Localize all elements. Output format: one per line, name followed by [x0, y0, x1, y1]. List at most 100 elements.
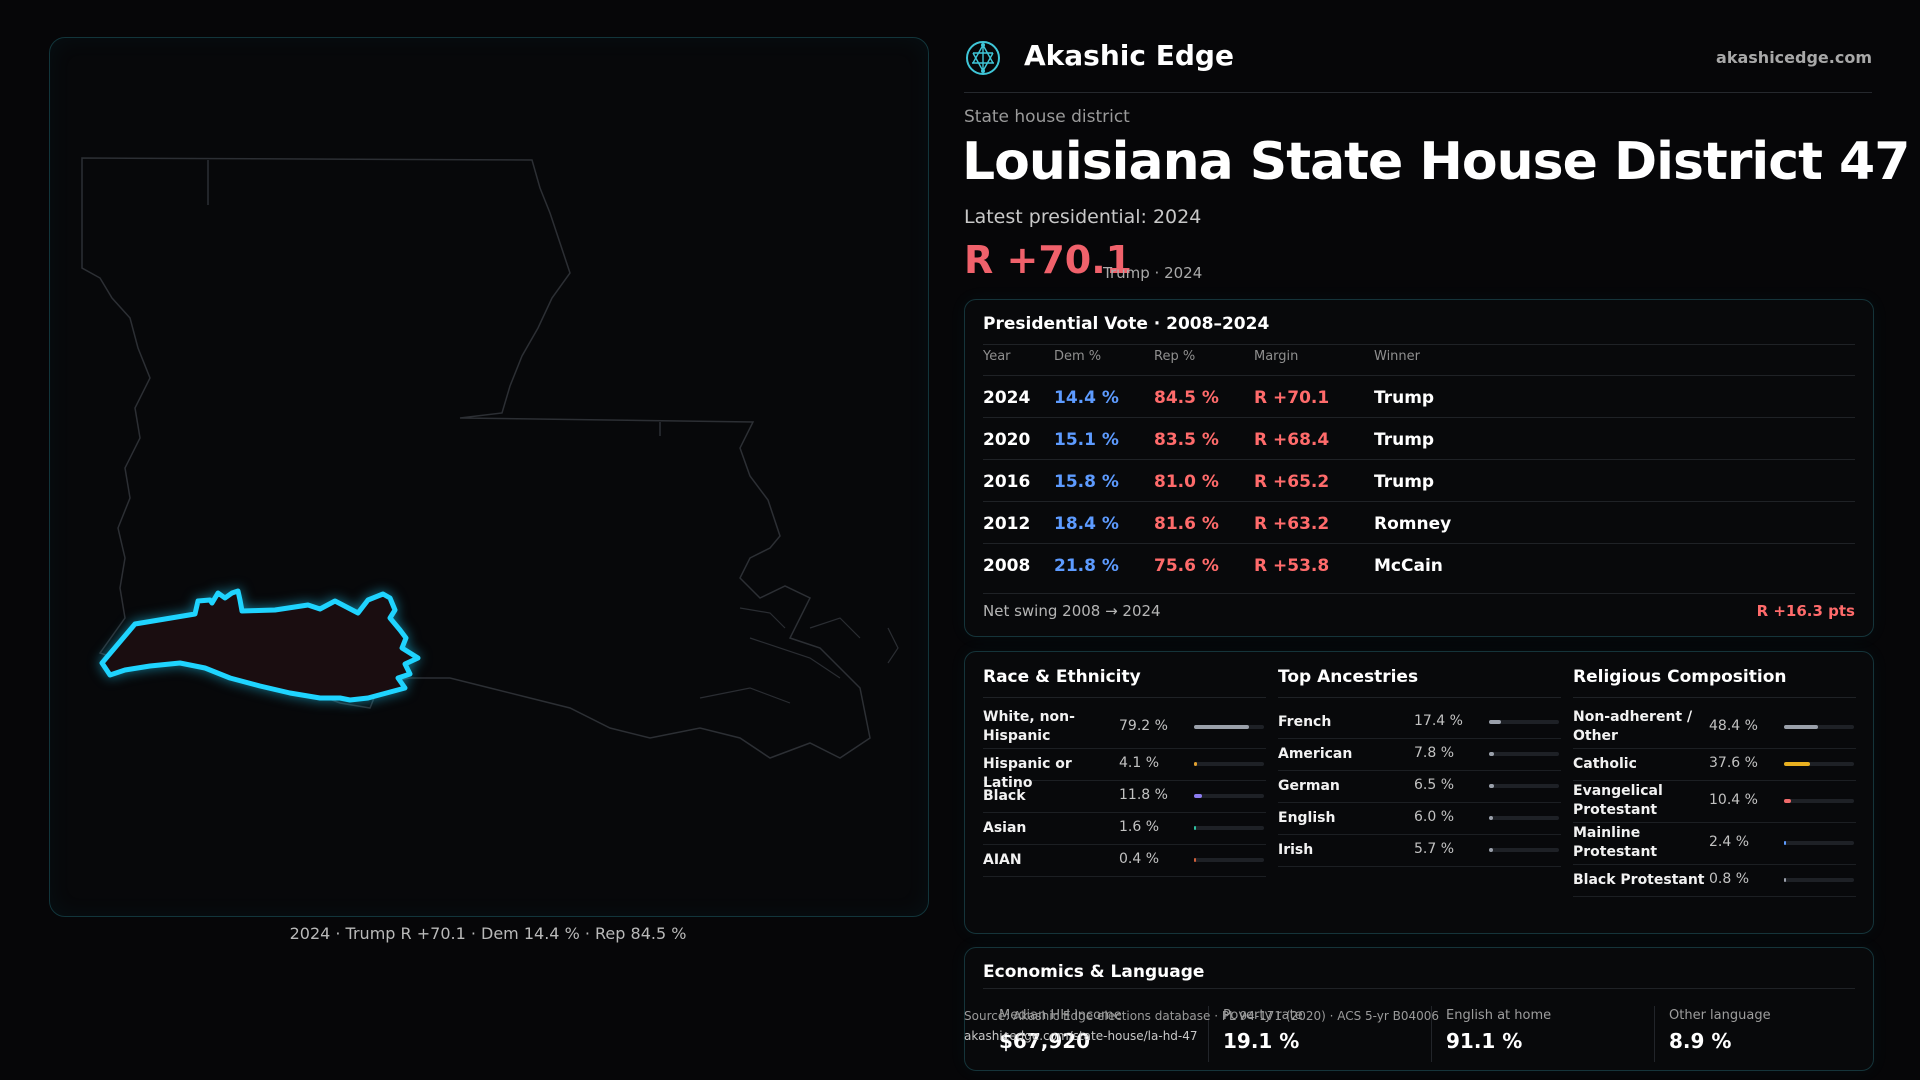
cell-year: 2012	[983, 514, 1031, 534]
demographic-value: 6.0 %	[1414, 809, 1455, 825]
stat-value: $67,920	[999, 1029, 1091, 1053]
demographic-value: 11.8 %	[1119, 787, 1168, 803]
cell-year: 2016	[983, 472, 1031, 492]
col-header-margin: Margin	[1254, 349, 1299, 364]
demographic-bar-fill	[1784, 799, 1791, 803]
demographic-row: Irish 5.7 %	[1278, 834, 1561, 867]
demographic-row: Non-adherent / Other 48.4 %	[1573, 706, 1856, 749]
cell-winner: Trump	[1374, 430, 1435, 450]
demographic-label: White, non-Hispanic	[983, 709, 1075, 744]
divider	[1431, 1006, 1432, 1062]
site-header: Akashic Edge akashicedge.com	[964, 36, 1872, 93]
demographic-bar	[1489, 720, 1559, 724]
map-caption: 2024 · Trump R +70.1 · Dem 14.4 % · Rep …	[289, 924, 687, 943]
table-row[interactable]: 2012 18.4 % 81.6 % R +63.2 Romney	[965, 502, 1873, 544]
cell-dem-pct: 18.4 %	[1054, 514, 1119, 534]
source-url-link[interactable]: akashicedge.com/state-house/la-hd-47	[964, 1029, 1198, 1043]
economics-card-title: Economics & Language	[983, 962, 1205, 982]
cell-margin: R +63.2	[1254, 514, 1330, 534]
demographic-bar	[1784, 762, 1854, 766]
demographic-label: Black	[983, 788, 1026, 804]
louisiana-map	[81, 157, 899, 759]
net-swing-value: R +16.3 pts	[1756, 602, 1855, 620]
demographic-label: AIAN	[983, 852, 1022, 868]
district-type-label: State house district	[964, 107, 1130, 127]
cell-rep-pct: 83.5 %	[1154, 430, 1219, 450]
religious-composition-title: Religious Composition	[1573, 667, 1787, 687]
demographic-bar	[1194, 858, 1264, 862]
row-divider	[983, 501, 1855, 502]
cell-rep-pct: 84.5 %	[1154, 388, 1219, 408]
demographic-value: 0.8 %	[1709, 871, 1750, 887]
cell-dem-pct: 14.4 %	[1054, 388, 1119, 408]
demographic-row: Black Protestant 0.8 %	[1573, 864, 1856, 897]
presidential-vote-card: Presidential Vote · 2008–2024 Year Dem %…	[964, 299, 1874, 637]
demographics-card: Race & Ethnicity White, non-Hispanic 79.2…	[964, 651, 1874, 934]
demographic-row: Hispanic or Latino 4.1 %	[983, 748, 1266, 791]
brand-name[interactable]: Akashic Edge	[1024, 39, 1234, 72]
col-header-rep: Rep %	[1154, 349, 1196, 364]
stat-value: 91.1 %	[1446, 1029, 1523, 1053]
cell-rep-pct: 75.6 %	[1154, 556, 1219, 576]
demographic-row: Catholic 37.6 %	[1573, 748, 1856, 781]
demographic-row: White, non-Hispanic 79.2 %	[983, 706, 1266, 749]
district-47-shape[interactable]	[99, 588, 421, 703]
economics-language-card: Economics & Language Median HH income $6…	[964, 947, 1874, 1071]
demographic-label: English	[1278, 810, 1336, 826]
demographic-label: German	[1278, 778, 1340, 794]
demographic-label: Black Protestant	[1573, 872, 1705, 888]
demographic-value: 6.5 %	[1414, 777, 1455, 793]
table-row[interactable]: 2016 15.8 % 81.0 % R +65.2 Trump	[965, 460, 1873, 502]
source-footer: Source: Akashic Edge elections database …	[964, 1006, 1439, 1046]
demographic-label: Asian	[983, 820, 1027, 836]
stat-label: Other language	[1669, 1008, 1771, 1023]
demographic-row: Evangelical Protestant 10.4 %	[1573, 780, 1856, 823]
demographic-value: 17.4 %	[1414, 713, 1463, 729]
table-row[interactable]: 2008 21.8 % 75.6 % R +53.8 McCain	[965, 544, 1873, 586]
table-row[interactable]: 2020 15.1 % 83.5 % R +68.4 Trump	[965, 418, 1873, 460]
demographic-bar	[1489, 816, 1559, 820]
district-map-panel[interactable]	[49, 37, 929, 917]
top-ancestries-title: Top Ancestries	[1278, 667, 1419, 687]
table-row[interactable]: 2024 14.4 % 84.5 % R +70.1 Trump	[965, 376, 1873, 418]
demographic-bar-fill	[1194, 762, 1197, 766]
row-divider	[983, 543, 1855, 544]
cell-rep-pct: 81.0 %	[1154, 472, 1219, 492]
stat-label: Median HH income	[999, 1008, 1122, 1023]
stat-label: Poverty rate	[1223, 1008, 1303, 1023]
demographic-bar-fill	[1784, 762, 1810, 766]
demographic-label: Non-adherent / Other	[1573, 709, 1693, 744]
cell-margin: R +68.4	[1254, 430, 1330, 450]
delta-marsh-fragments	[699, 607, 899, 704]
demographic-bar	[1489, 848, 1559, 852]
demographic-value: 10.4 %	[1709, 792, 1758, 808]
headline-margin: R +70.1	[964, 238, 1133, 282]
race-ethnicity-column: Race & Ethnicity White, non-Hispanic 79.2…	[983, 652, 1273, 933]
latest-presidential-label: Latest presidential: 2024	[964, 206, 1202, 228]
top-ancestries-column: Top Ancestries French 17.4 % American 7.8 %…	[1278, 652, 1568, 933]
brand-url-link[interactable]: akashicedge.com	[1716, 48, 1872, 67]
demographic-row: English 6.0 %	[1278, 802, 1561, 835]
other-language-stat: Other language 8.9 %	[1669, 1008, 1869, 1053]
row-divider	[983, 417, 1855, 418]
cell-winner: Trump	[1374, 472, 1435, 492]
presidential-card-title: Presidential Vote · 2008–2024	[983, 314, 1270, 334]
cell-year: 2024	[983, 388, 1031, 408]
demographic-bar	[1194, 794, 1264, 798]
network-globe-icon[interactable]	[964, 39, 1002, 77]
demographic-value: 79.2 %	[1119, 718, 1168, 734]
row-divider	[983, 459, 1855, 460]
louisiana-state-outline	[81, 157, 871, 759]
demographic-label: Catholic	[1573, 756, 1637, 772]
cell-year: 2020	[983, 430, 1031, 450]
demographic-value: 7.8 %	[1414, 745, 1455, 761]
headline-margin-sub: Trump · 2024	[1103, 264, 1203, 282]
demographic-label: Hispanic or Latino	[983, 756, 1072, 791]
demographic-bar-fill	[1194, 858, 1196, 862]
cell-year: 2008	[983, 556, 1031, 576]
net-swing-label: Net swing 2008 → 2024	[983, 602, 1161, 620]
stat-label: English at home	[1446, 1008, 1552, 1023]
divider	[1208, 1006, 1209, 1062]
divider	[1654, 1006, 1655, 1062]
demographic-bar	[1784, 841, 1854, 845]
